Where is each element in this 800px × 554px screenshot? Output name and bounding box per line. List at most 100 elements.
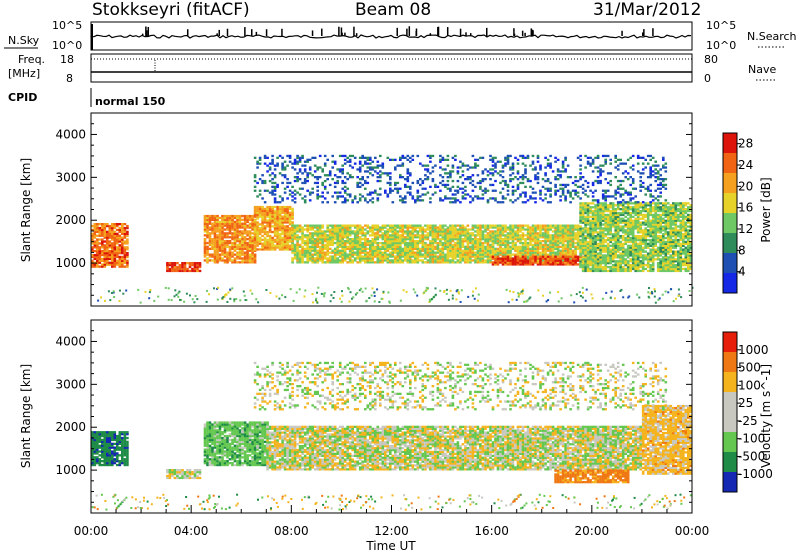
echo-cell	[464, 259, 467, 262]
echo-cell	[664, 240, 668, 244]
echo-cell	[611, 264, 615, 267]
echo-cell	[278, 219, 282, 222]
echo-cell	[321, 251, 324, 254]
echo-cell	[266, 215, 269, 218]
echo-cell	[293, 189, 297, 192]
echo-cell	[206, 218, 209, 221]
echo-cell	[221, 232, 224, 235]
echo-cell	[268, 174, 272, 177]
echo-cell	[251, 214, 254, 218]
echo-cell	[328, 255, 332, 258]
echo-cell	[243, 245, 247, 248]
echo-cell	[313, 253, 317, 256]
echo-cell	[303, 234, 307, 237]
echo-cell	[456, 240, 460, 243]
echo-cell	[293, 245, 297, 248]
echo-cell	[386, 245, 390, 248]
echo-cell	[619, 217, 622, 220]
echo-cell	[276, 219, 279, 222]
echo-cell	[173, 267, 177, 271]
echo-cell	[333, 251, 337, 254]
echo-cell	[91, 255, 94, 259]
echo-cell	[649, 250, 652, 253]
echo-cell	[499, 259, 502, 262]
echo-cell	[246, 224, 249, 227]
echo-cell	[644, 227, 647, 230]
echo-cell	[546, 234, 550, 237]
echo-cell	[404, 245, 407, 248]
echo-cell	[414, 259, 417, 262]
echo-cell	[306, 230, 309, 233]
echo-cell	[321, 240, 324, 243]
echo-cell	[466, 241, 470, 245]
echo-cell	[306, 251, 309, 254]
echo-cell	[386, 234, 390, 237]
echo-cell	[641, 221, 645, 224]
echo-cell	[529, 226, 532, 229]
echo-cell	[101, 242, 104, 245]
echo-cell	[391, 228, 395, 231]
echo-cell	[646, 225, 650, 228]
echo-cell	[679, 242, 683, 245]
echo-cell	[203, 249, 207, 252]
echo-cell	[226, 218, 229, 221]
echo-cell	[659, 202, 662, 205]
echo-cell	[321, 247, 324, 250]
echo-cell	[651, 269, 655, 273]
echo-cell	[358, 241, 362, 245]
echo-cell	[338, 224, 342, 227]
noise-tick-top-right: 10^5	[706, 19, 736, 32]
echo-cell	[391, 255, 395, 258]
echo-cell	[356, 238, 359, 241]
echo-cell	[213, 243, 217, 247]
echo-cell	[223, 245, 227, 248]
echo-cell	[439, 253, 442, 256]
echo-cell	[419, 234, 422, 237]
echo-cell	[118, 257, 122, 261]
echo-cell	[96, 263, 99, 266]
echo-cell	[629, 219, 632, 222]
echo-cell	[456, 230, 460, 233]
echo-cell	[466, 234, 470, 237]
echo-cell	[273, 230, 277, 234]
echo-cell	[656, 231, 660, 234]
echo-cell	[253, 248, 257, 251]
echo-cell	[434, 245, 437, 248]
echo-cell	[228, 218, 232, 221]
echo-cell	[514, 255, 517, 258]
echo-cell	[396, 261, 400, 264]
echo-cell	[218, 226, 222, 229]
echo-cell	[228, 214, 232, 218]
echo-cell	[504, 234, 507, 237]
echo-cell	[561, 228, 565, 231]
echo-cell	[621, 265, 625, 269]
echo-cell	[343, 234, 347, 237]
echo-cell	[424, 234, 427, 237]
echo-cell	[534, 255, 537, 258]
echo-cell	[356, 228, 359, 231]
echo-cell	[253, 156, 257, 159]
echo-cell	[296, 160, 299, 163]
echo-cell	[218, 243, 222, 247]
echo-cell	[188, 262, 192, 265]
echo-cell	[246, 245, 249, 248]
echo-cell	[456, 243, 460, 247]
echo-cell	[263, 242, 267, 245]
echo-cell	[96, 257, 99, 261]
echo-cell	[356, 249, 359, 252]
echo-cell	[313, 238, 317, 241]
echo-cell	[376, 236, 380, 239]
echo-cell	[273, 213, 277, 216]
echo-cell	[98, 232, 102, 235]
echo-cell	[213, 249, 217, 252]
echo-cell	[529, 257, 532, 260]
echo-cell	[333, 247, 337, 250]
echo-cell	[639, 217, 642, 220]
echo-cell	[106, 261, 109, 264]
echo-cell	[394, 251, 397, 254]
echo-cell	[481, 232, 485, 235]
echo-cell	[559, 253, 562, 256]
echo-cell	[369, 230, 372, 233]
echo-cell	[619, 208, 622, 211]
echo-cell	[436, 251, 440, 254]
